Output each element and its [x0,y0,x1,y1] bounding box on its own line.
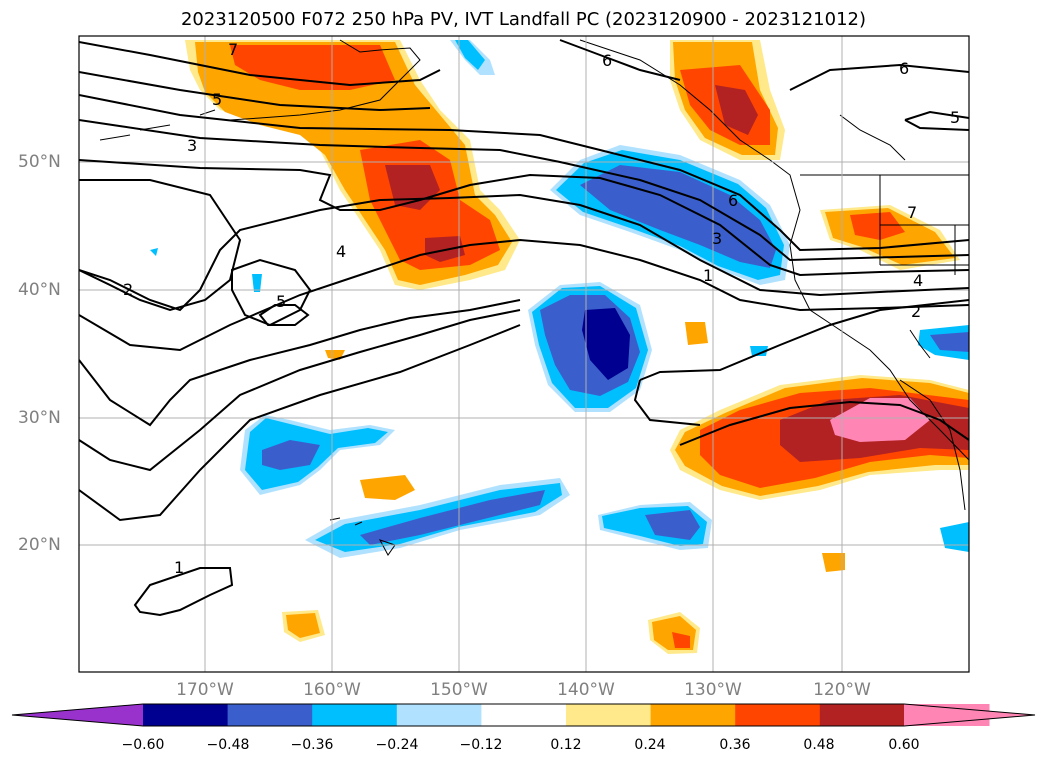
positive-anomaly-california [670,375,969,500]
contour-label-1a: 1 [174,558,185,577]
colorbar-segment [650,704,736,726]
colorbar-tick-5: 0.12 [550,737,582,753]
colorbar-segment [396,704,482,726]
lat-label-50n: 50°N [18,152,61,172]
contour-label-2a: 2 [123,280,134,299]
contour-label-4b: 4 [913,271,924,290]
positive-anomaly-bc-coast [670,40,785,160]
contour-label-3b: 3 [712,229,723,248]
colorbar-segment [566,704,652,726]
lat-label-20n: 20°N [18,535,61,555]
plot-frame [78,35,970,673]
colorbar-tick-3: −0.24 [375,737,419,753]
colorbar-tick-7: 0.36 [719,737,751,753]
colorbar-segment [143,704,229,726]
contour-label-4a: 4 [336,242,347,261]
colorbar-tick-9: 0.60 [888,737,920,753]
colorbar-segment [227,704,313,726]
lon-label-150w: 150°W [430,680,488,700]
lon-label-160w: 160°W [303,680,361,700]
contour-label-6c: 6 [728,191,739,210]
negative-anomaly-west-pacific [240,415,395,495]
lon-label-120w: 120°W [813,680,871,700]
colorbar-segment [735,704,821,726]
contour-label-7b: 7 [907,203,918,222]
colorbar-extend-low [12,704,143,726]
positive-anomaly-small-blobs [282,322,845,654]
lon-label-140w: 140°W [557,680,615,700]
contour-label-5a: 5 [212,90,223,109]
contour-label-5b: 5 [276,292,287,311]
negative-anomaly-central-pacific [528,282,652,412]
negative-anomaly-subtropical-band [305,478,570,558]
colorbar-tick-8: 0.48 [803,737,835,753]
lon-label-130w: 130°W [684,680,742,700]
contour-label-1b: 1 [703,266,714,285]
pv-contours [79,39,969,617]
colorbar-tick-6: 0.24 [634,737,666,753]
negative-anomaly-southeast [150,40,969,552]
lat-label-30n: 30°N [18,408,61,428]
lat-label-40n: 40°N [18,280,61,300]
contour-label-6b: 6 [899,59,910,78]
contour-label-3a: 3 [187,136,198,155]
colorbar-tick-1: −0.48 [206,737,250,753]
colorbar-tick-2: −0.36 [290,737,334,753]
colorbar-segment [481,704,567,726]
positive-anomaly-pnw [820,205,960,270]
colorbar-extend-high [904,704,1035,726]
colorbar-tick-0: −0.60 [121,737,165,753]
colorbar [11,703,1036,727]
colorbar-segment [312,704,398,726]
colorbar-tick-4: −0.12 [459,737,503,753]
colorbar-segment [819,704,905,726]
gridlines [79,36,969,672]
contour-label-6a: 6 [602,51,613,70]
contour-label-7a: 7 [228,40,239,59]
colorbar-frame [11,703,1036,727]
contour-label-2b: 2 [911,302,922,321]
colorbar-segments [12,704,1035,726]
lon-label-170w: 170°W [176,680,234,700]
plot-title: 2023120500 F072 250 hPa PV, IVT Landfall… [180,9,867,30]
contour-label-5c: 5 [950,108,961,127]
